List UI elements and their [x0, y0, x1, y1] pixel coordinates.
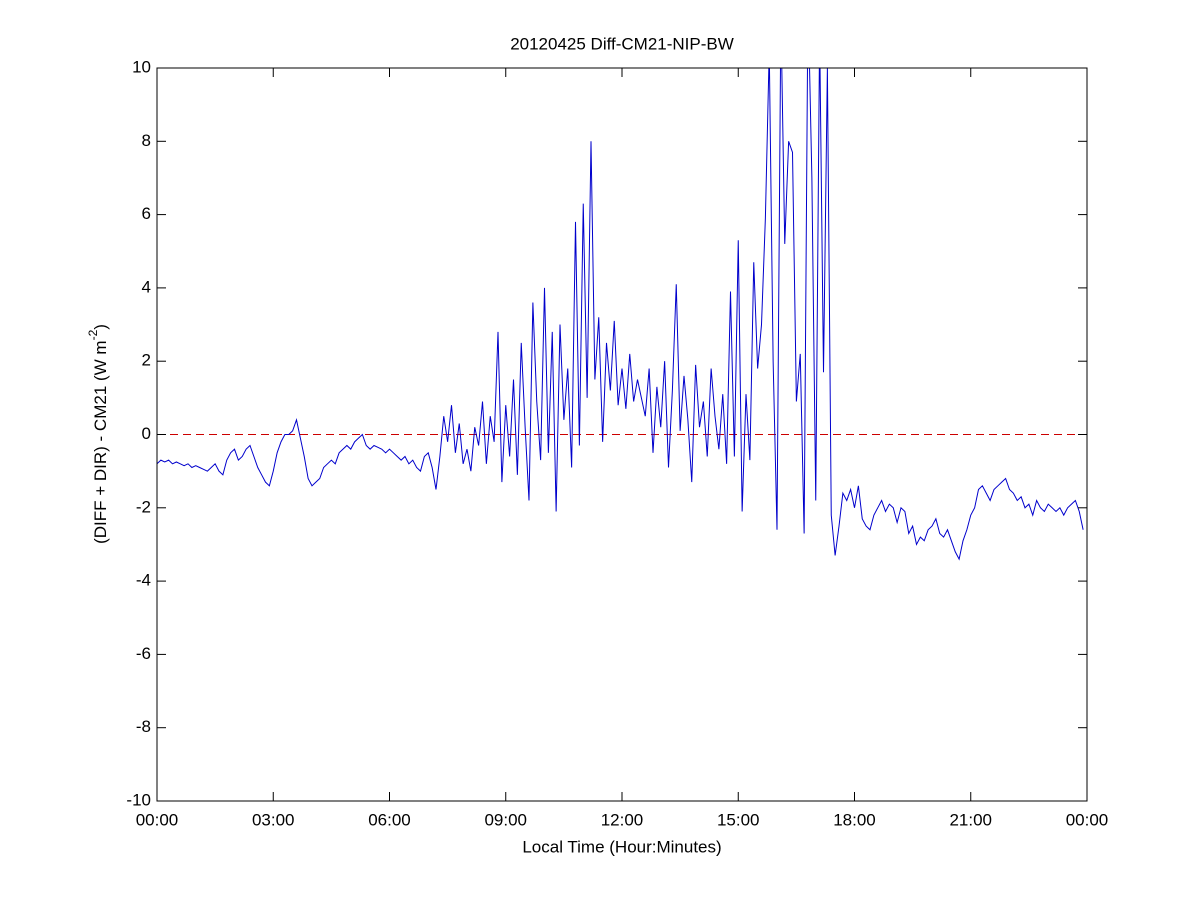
chart-title: 20120425 Diff-CM21-NIP-BW	[510, 34, 734, 53]
y-tick-label: 8	[142, 131, 151, 150]
y-tick-label: -2	[136, 497, 151, 516]
y-tick-label: -4	[136, 571, 151, 590]
x-tick-label: 12:00	[601, 810, 644, 829]
x-tick-label: 00:00	[1066, 810, 1109, 829]
y-tick-label: -10	[126, 790, 151, 809]
x-tick-label: 18:00	[833, 810, 876, 829]
y-tick-label: -8	[136, 717, 151, 736]
y-tick-label: 4	[142, 277, 151, 296]
y-tick-label: 10	[132, 57, 151, 76]
y-axis-label: (DIFF + DIR) - CM21 (W m-2)	[86, 324, 110, 544]
x-axis-label: Local Time (Hour:Minutes)	[522, 837, 721, 856]
x-tick-label: 15:00	[717, 810, 760, 829]
y-tick-label: 6	[142, 204, 151, 223]
x-tick-label: 09:00	[484, 810, 527, 829]
y-tick-label: 0	[142, 424, 151, 443]
x-tick-label: 03:00	[252, 810, 295, 829]
x-tick-label: 21:00	[949, 810, 992, 829]
y-axis-label-end: )	[91, 324, 110, 330]
y-tick-label: 2	[142, 351, 151, 370]
y-axis-label-superscript: -2	[86, 329, 100, 340]
x-tick-label: 00:00	[136, 810, 179, 829]
data-line	[157, 68, 1084, 561]
y-axis-label-main: (DIFF + DIR) - CM21 (W m	[91, 340, 110, 544]
x-tick-label: 06:00	[368, 810, 411, 829]
y-tick-label: -6	[136, 644, 151, 663]
